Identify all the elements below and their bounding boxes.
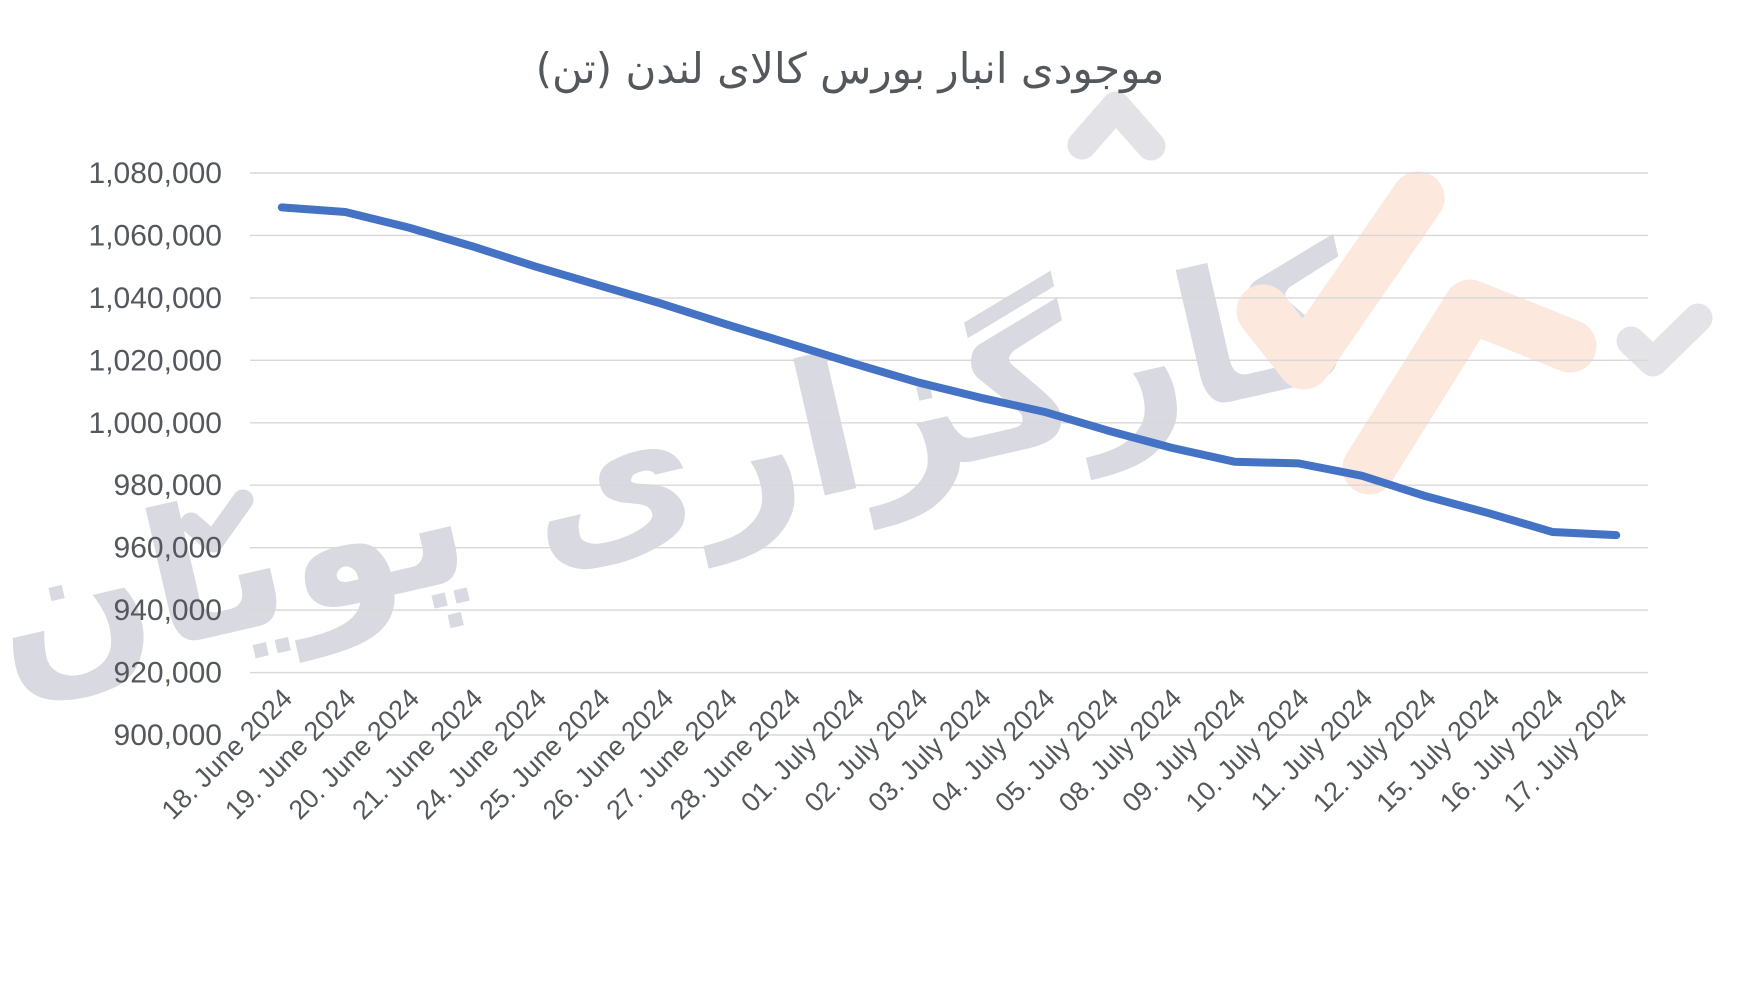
watermark-chevron-icon (1067, 91, 1166, 161)
y-axis-tick-label: 1,000,000 (89, 407, 222, 440)
y-axis-tick-label: 1,060,000 (89, 219, 222, 252)
inventory-line-series (277, 203, 1621, 540)
y-axis-tick-label: 940,000 (114, 594, 222, 627)
y-axis-tick-label: 900,000 (114, 719, 222, 752)
watermark-logo-stroke-right (1342, 279, 1597, 495)
watermark-right-check-icon (1616, 303, 1713, 377)
y-axis-tick-label: 980,000 (114, 469, 222, 502)
y-axis-tick-label: 1,020,000 (89, 344, 222, 377)
y-axis-tick-label: 920,000 (114, 657, 222, 690)
y-axis-tick-label: 960,000 (114, 532, 222, 565)
chart-title: موجودی انبار بورس کالای لندن (تن) (535, 44, 1165, 93)
watermark-small-check-icon (180, 489, 254, 553)
y-axis-tick-label: 1,080,000 (89, 157, 222, 190)
y-axis-tick-label: 1,040,000 (89, 282, 222, 315)
watermark-logo-stroke-left (1236, 171, 1445, 390)
